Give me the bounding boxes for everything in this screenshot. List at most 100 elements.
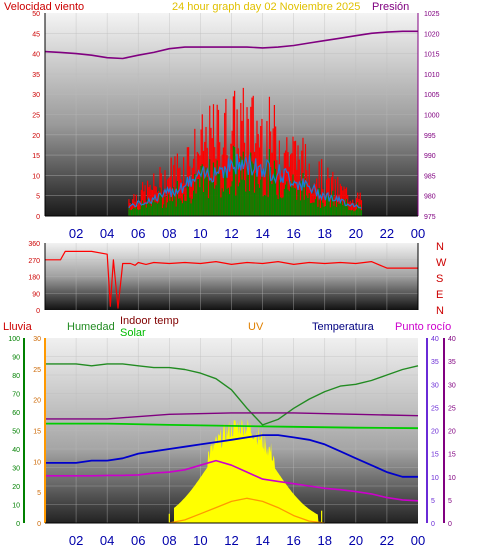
direction-tick-label: 180 bbox=[28, 275, 40, 282]
pressure-tick-label: 1010 bbox=[424, 72, 440, 79]
chart-title: 24 hour graph day 02 Noviembre 2025 bbox=[172, 1, 360, 13]
x-tick-label: 16 bbox=[286, 226, 300, 241]
pressure-tick-label: 980 bbox=[424, 194, 436, 201]
wind-tick-label: 40 bbox=[32, 52, 40, 59]
temperature-tick-label: 0 bbox=[431, 521, 435, 528]
temperature-tick-label: 5 bbox=[431, 498, 435, 505]
x-tick-label: 08 bbox=[162, 226, 176, 241]
uv-tick-label: 20 bbox=[33, 398, 41, 405]
x-tick-label: 20 bbox=[349, 226, 363, 241]
uv-tick-label: 15 bbox=[33, 429, 41, 436]
temperature-line bbox=[45, 434, 418, 478]
x-tick-label: 18 bbox=[318, 226, 332, 241]
direction-tick-label: 360 bbox=[28, 241, 40, 248]
dewpoint-tick-label: 25 bbox=[448, 405, 456, 412]
legend-rain: Lluvia bbox=[3, 321, 33, 333]
uv-tick-label: 10 bbox=[33, 459, 41, 466]
x-tick-label: 06 bbox=[131, 533, 145, 548]
x-tick-label: 22 bbox=[380, 533, 394, 548]
pressure-tick-label: 995 bbox=[424, 133, 436, 140]
dewpoint-tick-label: 5 bbox=[448, 498, 452, 505]
dewpoint-tick-label: 40 bbox=[448, 336, 456, 343]
pressure-tick-label: 1015 bbox=[424, 52, 440, 59]
temperature-tick-label: 15 bbox=[431, 452, 439, 459]
pressure-axis-title: Presión bbox=[372, 1, 409, 13]
wind-tick-label: 45 bbox=[32, 31, 40, 38]
direction-gridlines bbox=[45, 243, 418, 310]
rain-tick-label: 20 bbox=[12, 484, 20, 491]
x-tick-label: 22 bbox=[380, 226, 394, 241]
indoor_temp-line bbox=[45, 422, 419, 430]
direction-tick-label: 270 bbox=[28, 258, 40, 265]
compass-s: S bbox=[436, 273, 443, 285]
uv-tick-label: 30 bbox=[33, 336, 41, 343]
rain-tick-label: 50 bbox=[12, 429, 20, 436]
wind-tick-label: 50 bbox=[32, 11, 40, 18]
temperature-tick-label: 20 bbox=[431, 429, 439, 436]
temperature-tick-label: 40 bbox=[431, 336, 439, 343]
x-tick-label: 12 bbox=[224, 533, 238, 548]
wind-tick-label: 35 bbox=[32, 72, 40, 79]
pressure-tick-label: 1025 bbox=[424, 11, 440, 18]
wind-tick-label: 20 bbox=[32, 133, 40, 140]
rain-tick-label: 30 bbox=[12, 466, 20, 473]
x-tick-label: 04 bbox=[100, 533, 114, 548]
rain-tick-label: 90 bbox=[12, 355, 20, 362]
uv-line bbox=[169, 497, 325, 524]
rain-tick-label: 100 bbox=[8, 336, 20, 343]
uv-tick-label: 25 bbox=[33, 367, 41, 374]
pressure-tick-label: 975 bbox=[424, 214, 436, 221]
x-tick-label: 06 bbox=[131, 226, 145, 241]
direction-tick-label: 90 bbox=[32, 291, 40, 298]
rain-tick-label: 60 bbox=[12, 410, 20, 417]
x-tick-label: 02 bbox=[69, 226, 83, 241]
pressure-line bbox=[44, 30, 418, 60]
wind-direction-line bbox=[45, 250, 418, 309]
x-tick-label: 10 bbox=[193, 226, 207, 241]
wind-average-line bbox=[128, 153, 362, 209]
dewpoint-tick-label: 35 bbox=[448, 359, 456, 366]
compass-e: E bbox=[436, 289, 443, 301]
wind-tick-label: 25 bbox=[32, 113, 40, 120]
legend-indoor-temp: Indoor temp bbox=[120, 315, 179, 327]
temperature-tick-label: 10 bbox=[431, 475, 439, 482]
compass-w: W bbox=[436, 257, 447, 269]
rain-tick-label: 10 bbox=[12, 503, 20, 510]
x-tick-label: 00 bbox=[411, 226, 425, 241]
pressure-tick-label: 1005 bbox=[424, 92, 440, 99]
rain-tick-label: 0 bbox=[16, 521, 20, 528]
legend-solar: Solar bbox=[120, 327, 146, 339]
dewpoint-tick-label: 30 bbox=[448, 382, 456, 389]
pressure-tick-label: 1020 bbox=[424, 31, 440, 38]
dew_point-line bbox=[45, 459, 419, 502]
uv-tick-label: 5 bbox=[37, 490, 41, 497]
wind-tick-label: 5 bbox=[36, 194, 40, 201]
x-tick-label: 00 bbox=[411, 533, 425, 548]
x-tick-label: 04 bbox=[100, 226, 114, 241]
wind-tick-label: 10 bbox=[32, 173, 40, 180]
humidity-line bbox=[45, 363, 419, 426]
temperature-tick-label: 35 bbox=[431, 359, 439, 366]
uv-tick-label: 0 bbox=[37, 521, 41, 528]
x-tick-label: 18 bbox=[318, 533, 332, 548]
wind-gridlines bbox=[45, 13, 418, 216]
x-tick-label: 10 bbox=[193, 533, 207, 548]
x-tick-label: 02 bbox=[69, 533, 83, 548]
pressure-tick-label: 990 bbox=[424, 153, 436, 160]
series-lines bbox=[44, 30, 419, 524]
dewpoint-tick-label: 20 bbox=[448, 429, 456, 436]
direction-tick-label: 0 bbox=[36, 308, 40, 315]
rain-tick-label: 70 bbox=[12, 392, 20, 399]
temperature-tick-label: 25 bbox=[431, 405, 439, 412]
legend-dew-point: Punto rocío bbox=[395, 321, 451, 333]
x-tick-label: 20 bbox=[349, 533, 363, 548]
legend-temperature: Temperatura bbox=[312, 321, 375, 333]
pressure-tick-label: 985 bbox=[424, 173, 436, 180]
dewpoint-tick-label: 15 bbox=[448, 452, 456, 459]
dewpoint-tick-label: 10 bbox=[448, 475, 456, 482]
x-tick-label: 12 bbox=[224, 226, 238, 241]
rain-tick-label: 80 bbox=[12, 373, 20, 380]
compass-n-top: N bbox=[436, 241, 444, 253]
